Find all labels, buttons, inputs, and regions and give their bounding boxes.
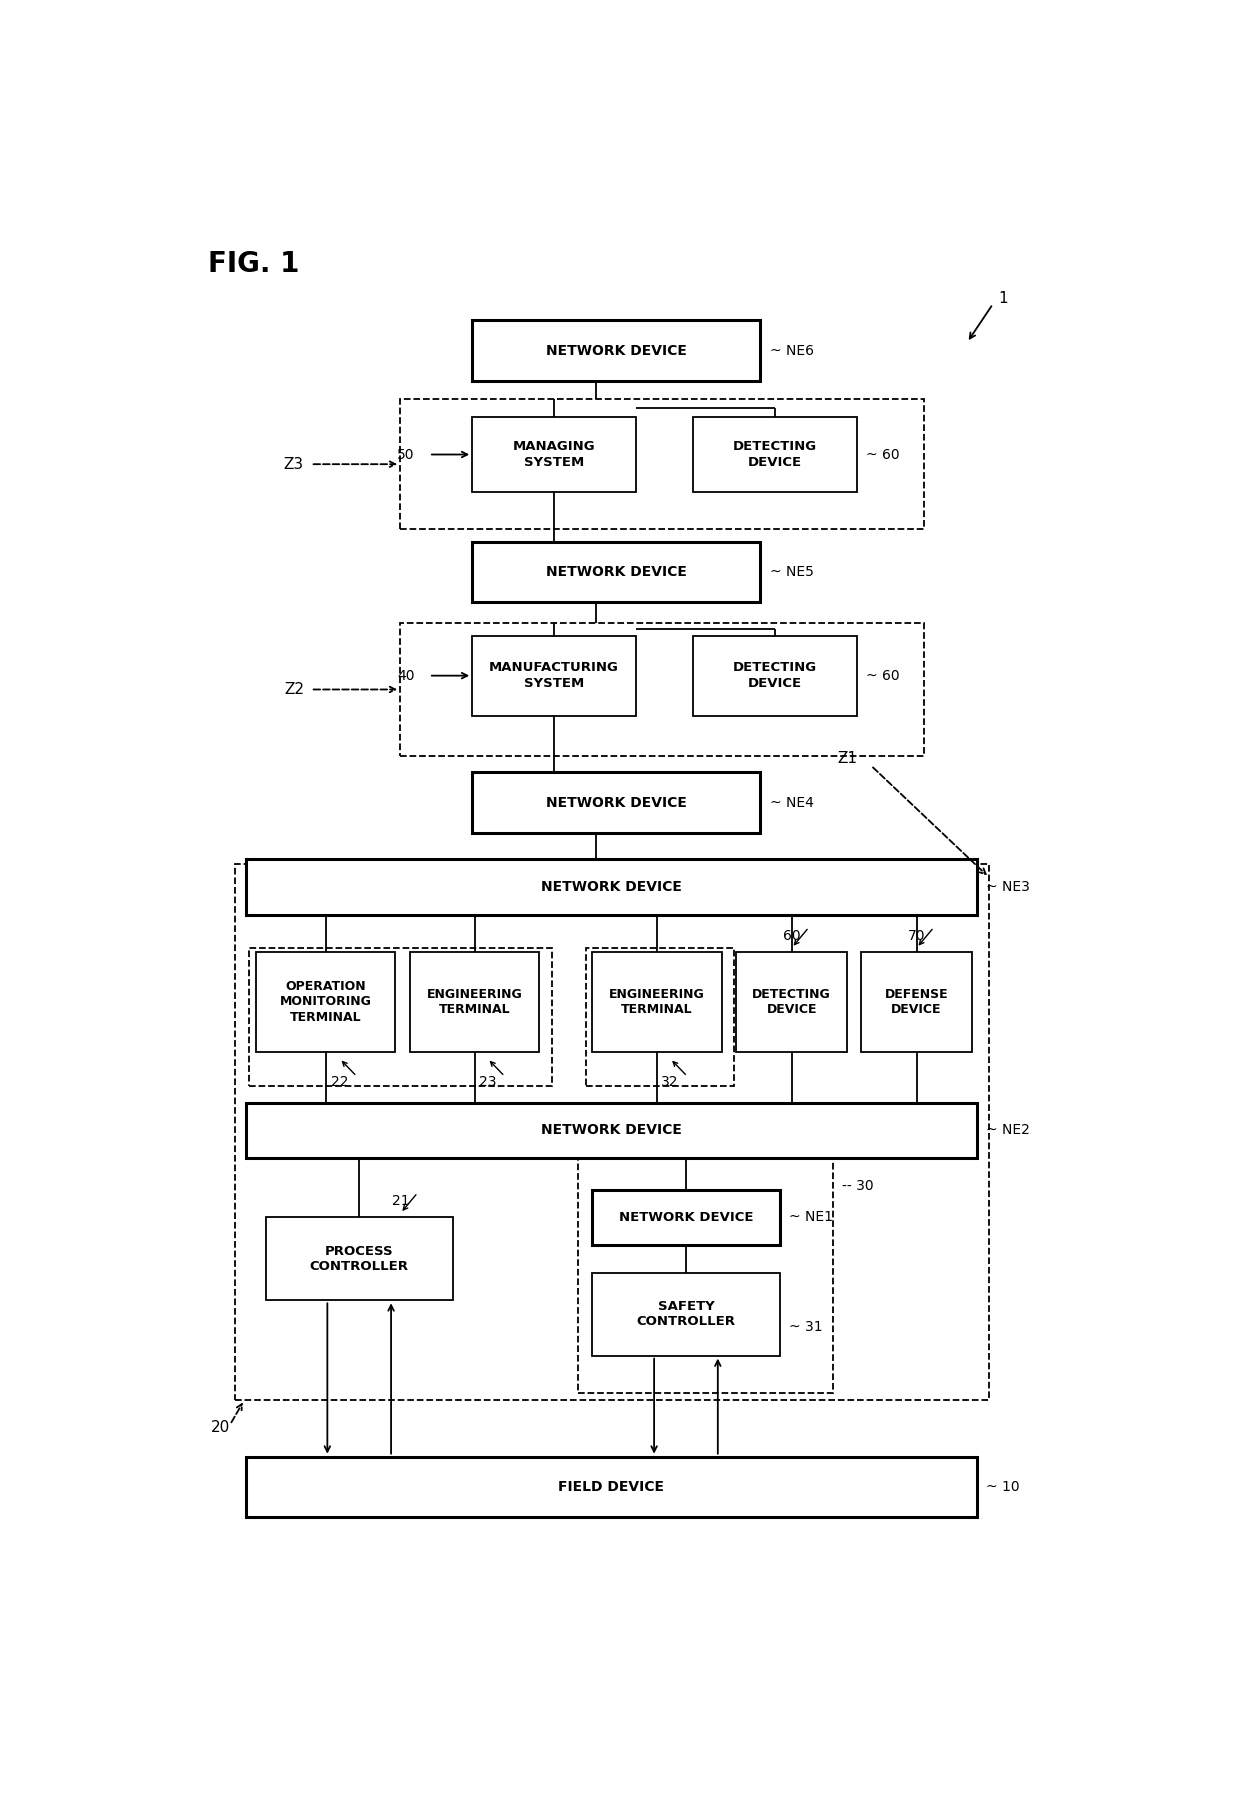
Bar bbox=[693, 416, 857, 492]
Bar bbox=[234, 863, 990, 1400]
Bar bbox=[247, 860, 977, 915]
Text: 32: 32 bbox=[661, 1075, 678, 1090]
Text: NETWORK DEVICE: NETWORK DEVICE bbox=[541, 1124, 682, 1138]
Text: Z1: Z1 bbox=[837, 750, 857, 766]
Bar bbox=[472, 416, 635, 492]
Text: ~ 31: ~ 31 bbox=[789, 1319, 823, 1334]
Bar bbox=[255, 951, 396, 1052]
Bar bbox=[472, 635, 635, 716]
Text: NETWORK DEVICE: NETWORK DEVICE bbox=[546, 345, 687, 357]
Bar bbox=[472, 321, 760, 381]
Text: DEFENSE
DEVICE: DEFENSE DEVICE bbox=[885, 987, 949, 1016]
Text: ~ 10: ~ 10 bbox=[986, 1481, 1019, 1493]
Text: 60: 60 bbox=[782, 928, 801, 942]
Text: MANUFACTURING
SYSTEM: MANUFACTURING SYSTEM bbox=[489, 661, 619, 689]
Bar bbox=[585, 948, 734, 1086]
Text: ~ 60: ~ 60 bbox=[867, 670, 900, 682]
Bar bbox=[247, 1456, 977, 1517]
Text: DETECTING
DEVICE: DETECTING DEVICE bbox=[733, 440, 817, 468]
Bar bbox=[247, 1102, 977, 1158]
Text: DETECTING
DEVICE: DETECTING DEVICE bbox=[753, 987, 831, 1016]
Bar bbox=[578, 1116, 832, 1393]
Text: 40: 40 bbox=[397, 670, 414, 682]
Text: FIG. 1: FIG. 1 bbox=[208, 250, 299, 278]
Text: NETWORK DEVICE: NETWORK DEVICE bbox=[546, 565, 687, 580]
Text: Z3: Z3 bbox=[284, 456, 304, 472]
Text: PROCESS
CONTROLLER: PROCESS CONTROLLER bbox=[310, 1244, 409, 1273]
Text: 1: 1 bbox=[998, 291, 1008, 305]
Text: ~ NE6: ~ NE6 bbox=[770, 345, 813, 357]
Text: NETWORK DEVICE: NETWORK DEVICE bbox=[541, 880, 682, 894]
Text: NETWORK DEVICE: NETWORK DEVICE bbox=[619, 1212, 753, 1224]
Text: 23: 23 bbox=[479, 1075, 496, 1090]
Text: 20: 20 bbox=[211, 1420, 229, 1434]
Bar bbox=[593, 1273, 780, 1355]
Bar bbox=[593, 1190, 780, 1246]
Text: NETWORK DEVICE: NETWORK DEVICE bbox=[546, 795, 687, 810]
Text: MANAGING
SYSTEM: MANAGING SYSTEM bbox=[512, 440, 595, 468]
Text: ENGINEERING
TERMINAL: ENGINEERING TERMINAL bbox=[609, 987, 706, 1016]
Bar bbox=[593, 951, 722, 1052]
Bar bbox=[249, 948, 552, 1086]
Bar bbox=[737, 951, 847, 1052]
Bar bbox=[401, 623, 924, 756]
Text: ENGINEERING
TERMINAL: ENGINEERING TERMINAL bbox=[427, 987, 522, 1016]
Bar bbox=[472, 772, 760, 833]
Text: 21: 21 bbox=[392, 1194, 409, 1208]
Text: -- 30: -- 30 bbox=[842, 1179, 874, 1192]
Text: SAFETY
CONTROLLER: SAFETY CONTROLLER bbox=[636, 1300, 735, 1328]
Text: FIELD DEVICE: FIELD DEVICE bbox=[558, 1481, 665, 1493]
Bar bbox=[401, 398, 924, 530]
Bar bbox=[265, 1217, 453, 1300]
Text: ~ 60: ~ 60 bbox=[867, 447, 900, 461]
Text: OPERATION
MONITORING
TERMINAL: OPERATION MONITORING TERMINAL bbox=[280, 980, 372, 1023]
Bar bbox=[693, 635, 857, 716]
Bar bbox=[472, 542, 760, 603]
Text: 22: 22 bbox=[331, 1075, 348, 1090]
Text: ~ NE1: ~ NE1 bbox=[789, 1210, 833, 1224]
Text: 50: 50 bbox=[397, 447, 414, 461]
Text: Z2: Z2 bbox=[284, 682, 304, 696]
Text: ~ NE5: ~ NE5 bbox=[770, 565, 813, 580]
Bar bbox=[862, 951, 972, 1052]
Text: ~ NE4: ~ NE4 bbox=[770, 795, 813, 810]
Text: ~ NE2: ~ NE2 bbox=[986, 1124, 1030, 1138]
Text: 70: 70 bbox=[908, 928, 925, 942]
Bar bbox=[409, 951, 539, 1052]
Text: ~ NE3: ~ NE3 bbox=[986, 880, 1030, 894]
Text: DETECTING
DEVICE: DETECTING DEVICE bbox=[733, 661, 817, 689]
